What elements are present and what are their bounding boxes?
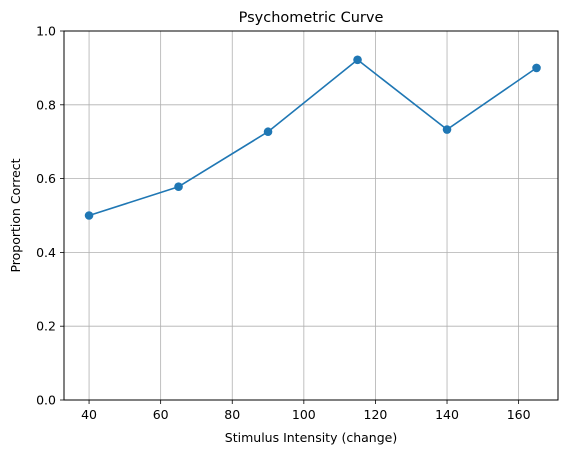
x-axis-label: Stimulus Intensity (change) xyxy=(225,430,397,445)
x-tick-label: 40 xyxy=(81,407,97,422)
x-tick-label: 140 xyxy=(435,407,459,422)
x-tick-label: 80 xyxy=(224,407,240,422)
data-point xyxy=(442,125,452,134)
series-layer xyxy=(84,55,541,220)
x-tick-label: 60 xyxy=(153,407,169,422)
x-tick-label: 100 xyxy=(292,407,316,422)
series-line xyxy=(88,58,537,217)
y-tick-label: 0.8 xyxy=(36,97,56,112)
data-point xyxy=(174,182,183,192)
data-point xyxy=(353,55,362,65)
data-point xyxy=(263,127,273,137)
data-point xyxy=(84,211,94,220)
y-tick-label: 1.0 xyxy=(36,24,56,39)
y-tick-label: 0.6 xyxy=(36,171,56,186)
y-tick-label: 0.4 xyxy=(36,245,56,260)
ticks: 40 60 80 100 120 140 160 0.0 0.2 0.4 0.6 0.8 1.0 xyxy=(36,24,530,423)
x-tick-label: 120 xyxy=(364,407,388,422)
y-tick-label: 0.2 xyxy=(36,319,56,334)
chart-title: Psychometric Curve xyxy=(239,10,384,26)
plot-frame xyxy=(63,30,559,401)
x-tick-label: 160 xyxy=(507,407,531,422)
y-tick-label: 0.0 xyxy=(36,393,56,408)
y-axis-label: Proportion Correct xyxy=(8,158,23,272)
data-point xyxy=(532,63,541,73)
